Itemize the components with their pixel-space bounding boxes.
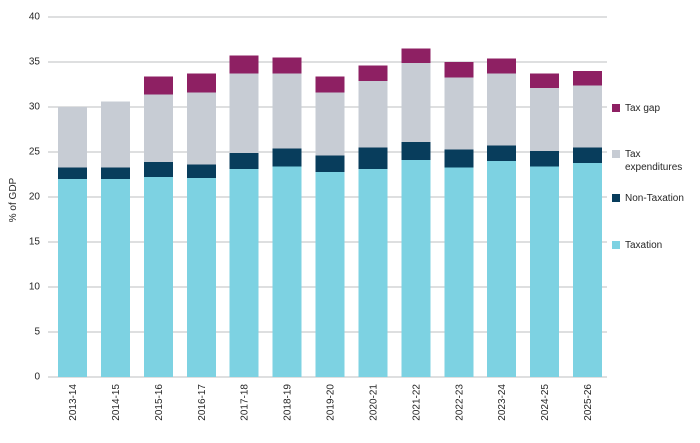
bar-segment-tax-expenditures-2016-17 [186, 92, 216, 165]
bar-segment-non-taxation-2014-15 [100, 167, 130, 179]
bar-segment-taxation-2022-23 [444, 167, 474, 377]
bar-segment-tax-expenditures-2025-26 [573, 85, 603, 148]
bar-segment-taxation-2017-18 [229, 169, 259, 377]
y-tick-label-20: 20 [29, 192, 41, 203]
bar-segment-non-taxation-2013-14 [58, 167, 87, 179]
bar-segment-tax-expenditures-2018-19 [272, 73, 302, 149]
bar-segment-tax-gap-2025-26 [573, 71, 603, 86]
y-tick-label-5: 5 [34, 327, 40, 338]
x-tick-label-2020-21: 2020-21 [368, 384, 379, 421]
bar-segment-non-taxation-2016-17 [186, 164, 216, 179]
bar-segment-non-taxation-2018-19 [272, 148, 302, 167]
x-tick-label-2014-15: 2014-15 [111, 384, 122, 421]
bar-segment-tax-gap-2023-24 [487, 58, 517, 74]
y-tick-label-35: 35 [29, 57, 41, 68]
legend-label-non-taxation: Non-Taxation [625, 193, 684, 204]
y-tick-label-40: 40 [29, 12, 41, 23]
bar-segment-non-taxation-2017-18 [229, 152, 259, 170]
bar-segment-taxation-2018-19 [272, 166, 302, 377]
bar-segment-tax-expenditures-2023-24 [487, 73, 517, 146]
bar-segment-tax-expenditures-2020-21 [358, 80, 388, 148]
bar-segment-taxation-2013-14 [58, 179, 87, 377]
bar-segment-tax-expenditures-2024-25 [530, 88, 560, 152]
legend: Tax gap Tax expenditures Non-Taxation Ta… [612, 0, 698, 443]
x-tick-label-2022-23: 2022-23 [454, 384, 465, 421]
bar-segment-tax-expenditures-2022-23 [444, 77, 474, 150]
bar-segment-taxation-2015-16 [143, 177, 173, 377]
x-tick-label-2021-22: 2021-22 [411, 384, 422, 421]
legend-item-taxation: Taxation [612, 239, 662, 252]
bar-segment-non-taxation-2021-22 [401, 142, 431, 161]
bar-segment-taxation-2020-21 [358, 169, 388, 377]
legend-swatch-non-taxation [612, 194, 620, 202]
legend-label-taxation: Taxation [625, 240, 663, 251]
x-tick-label-2023-24: 2023-24 [497, 384, 508, 421]
y-axis-title: % of GDP [8, 177, 19, 222]
bar-segment-tax-expenditures-2017-18 [229, 73, 259, 153]
x-tick-label-2024-25: 2024-25 [540, 384, 551, 421]
y-tick-label-15: 15 [29, 237, 41, 248]
bar-segment-tax-expenditures-2013-14 [58, 107, 87, 168]
legend-swatch-tax-gap [612, 104, 620, 112]
bar-segment-taxation-2025-26 [573, 162, 603, 377]
bar-segment-tax-gap-2017-18 [229, 55, 259, 74]
bar-segment-non-taxation-2024-25 [530, 151, 560, 167]
y-tick-label-25: 25 [29, 147, 41, 158]
x-tick-label-2016-17: 2016-17 [197, 384, 208, 421]
x-tick-label-2013-14: 2013-14 [68, 384, 79, 421]
legend-item-non-taxation: Non-Taxation [612, 192, 684, 205]
legend-swatch-taxation [612, 241, 620, 249]
bar-segment-tax-expenditures-2015-16 [143, 94, 173, 162]
bar-segment-tax-expenditures-2019-20 [315, 92, 345, 156]
legend-item-tax-expenditures: Tax expenditures [612, 148, 695, 174]
bar-segment-tax-gap-2024-25 [530, 73, 560, 89]
x-tick-label-2015-16: 2015-16 [154, 384, 165, 421]
bar-segment-tax-gap-2018-19 [272, 57, 302, 74]
legend-label-tax-gap: Tax gap [625, 103, 661, 114]
y-tick-label-0: 0 [34, 372, 40, 383]
bar-segment-non-taxation-2025-26 [573, 147, 603, 163]
bar-segment-non-taxation-2020-21 [358, 147, 388, 170]
y-tick-label-10: 10 [29, 282, 41, 293]
bar-segment-tax-gap-2022-23 [444, 62, 474, 78]
bar-segment-non-taxation-2023-24 [487, 145, 517, 161]
legend-label-tax-expenditures: Tax expenditures [625, 149, 683, 173]
bar-segment-taxation-2024-25 [530, 166, 560, 377]
x-tick-label-2019-20: 2019-20 [326, 384, 337, 421]
x-tick-label-2018-19: 2018-19 [283, 384, 294, 421]
y-tick-label-30: 30 [29, 102, 41, 113]
bar-segment-tax-expenditures-2021-22 [401, 62, 431, 143]
legend-swatch-tax-expenditures [612, 150, 620, 158]
bar-segment-taxation-2019-20 [315, 171, 345, 377]
bar-segment-non-taxation-2015-16 [143, 161, 173, 178]
bar-segment-taxation-2016-17 [186, 178, 216, 377]
x-tick-label-2025-26: 2025-26 [583, 384, 594, 421]
bar-segment-tax-gap-2021-22 [401, 48, 431, 63]
bar-segment-taxation-2023-24 [487, 161, 517, 377]
bar-segment-tax-gap-2019-20 [315, 76, 345, 93]
bar-segment-tax-expenditures-2014-15 [100, 101, 130, 168]
bar-segment-taxation-2021-22 [401, 160, 431, 377]
bar-segment-tax-gap-2015-16 [143, 76, 173, 95]
bar-segment-non-taxation-2022-23 [444, 149, 474, 168]
bar-segment-tax-gap-2020-21 [358, 65, 388, 81]
x-tick-label-2017-18: 2017-18 [240, 384, 251, 421]
legend-item-tax-gap: Tax gap [612, 102, 660, 115]
bar-segment-tax-gap-2016-17 [186, 73, 216, 93]
bar-segment-non-taxation-2019-20 [315, 155, 345, 172]
bar-segment-taxation-2014-15 [100, 179, 130, 377]
